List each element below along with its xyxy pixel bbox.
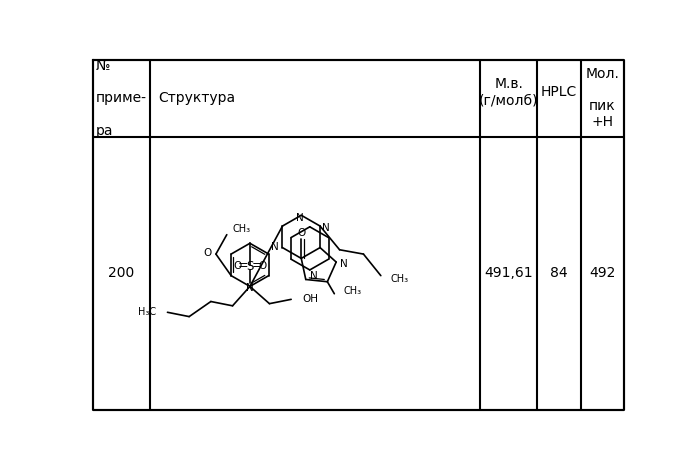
Text: 200: 200: [108, 266, 135, 280]
Text: №

приме-

ра: № приме- ра: [96, 59, 147, 138]
Text: 84: 84: [550, 266, 568, 280]
Text: N: N: [310, 271, 317, 280]
Text: N: N: [271, 242, 279, 252]
Text: O: O: [258, 260, 266, 271]
Text: 491,61: 491,61: [484, 266, 533, 280]
Text: 492: 492: [589, 266, 616, 280]
Text: N: N: [246, 283, 254, 293]
Text: CH₃: CH₃: [233, 224, 251, 233]
Text: H₃C: H₃C: [138, 307, 157, 317]
Text: N: N: [340, 259, 348, 269]
Text: Мол.

пик
+H: Мол. пик +H: [586, 67, 619, 129]
Text: O: O: [233, 260, 242, 271]
Text: O: O: [204, 247, 212, 258]
Text: М.в.
(г/молб): М.в. (г/молб): [479, 77, 538, 107]
Text: CH₃: CH₃: [390, 274, 408, 285]
Text: CH₃: CH₃: [344, 286, 362, 296]
Text: HPLC: HPLC: [541, 85, 577, 99]
Text: Структура: Структура: [158, 91, 235, 105]
Text: =: =: [238, 259, 248, 272]
Text: N: N: [296, 213, 303, 223]
Text: O: O: [297, 228, 305, 238]
Text: N: N: [322, 223, 329, 233]
Text: =: =: [252, 259, 262, 272]
Text: S: S: [246, 260, 254, 273]
Text: OH: OH: [302, 294, 318, 305]
